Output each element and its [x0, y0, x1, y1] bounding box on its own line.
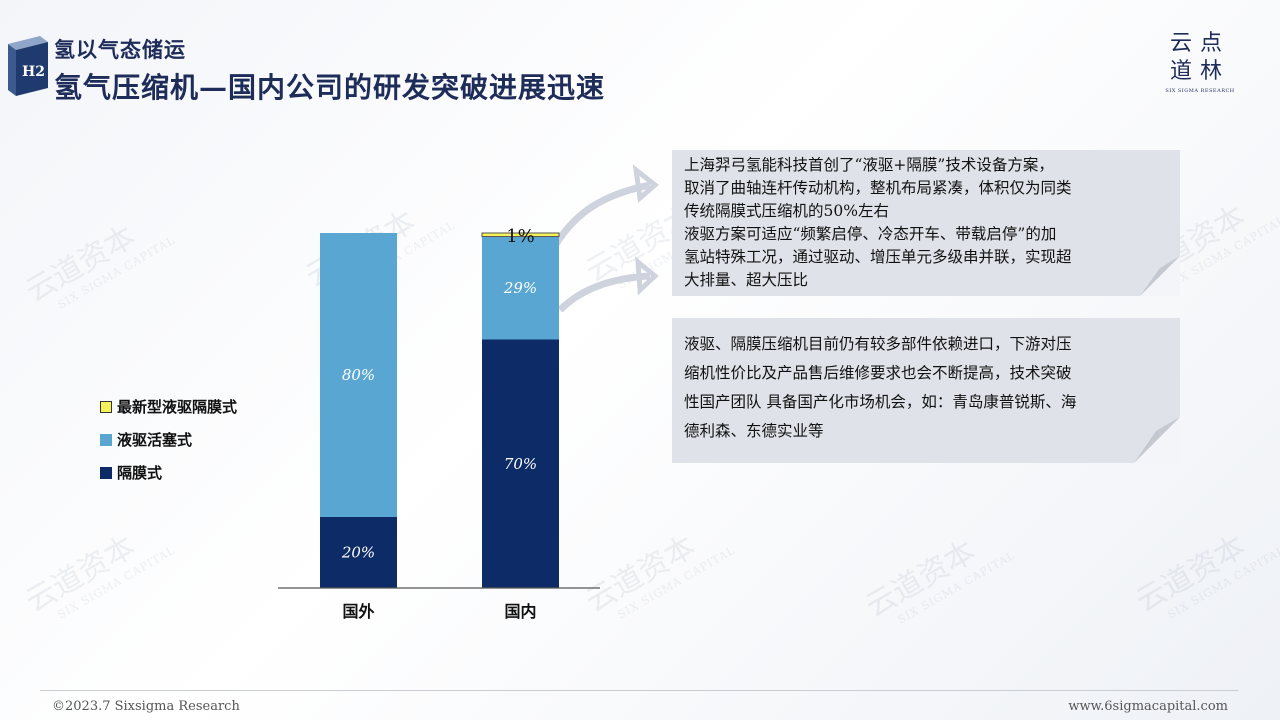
note-line: 液驱、隔膜压缩机目前仍有较多部件依赖进口，下游对压 [684, 335, 1072, 353]
note-line: 大排量、超大压比 [684, 271, 809, 289]
arrow-1 [544, 181, 651, 260]
note-line: 缩机性价比及产品售后维修要求也会不断提高，技术突破 [684, 364, 1072, 382]
legend-item-membrane: 隔膜式 [100, 456, 237, 489]
legend-label: 隔膜式 [117, 464, 163, 482]
bar-segment-membrane-domestic [482, 339, 559, 588]
page-title: 氢气压缩机—国内公司的研发突破进展迅速 [54, 71, 606, 104]
arrow-2 [557, 272, 651, 313]
footer-website: www.6sigmacapital.com [1068, 699, 1228, 714]
legend-label: 液驱活塞式 [117, 431, 193, 449]
note-line: 取消了曲轴连杆传动机构，整机布局紧凑，体积仅为同类 [684, 179, 1072, 197]
legend-item-piston: 液驱活塞式 [100, 423, 237, 456]
category-label: 国内 [504, 602, 536, 621]
logo-line-1: 云点 [1169, 31, 1230, 56]
note-line: 氢站特殊工况，通过驱动、增压单元多级串并联，实现超 [684, 248, 1072, 266]
footer-divider [40, 690, 1238, 691]
page-fold-2 [1134, 417, 1180, 463]
data-label: 70% [504, 455, 537, 473]
note-box-localization: 液驱、隔膜压缩机目前仍有较多部件依赖进口，下游对压 缩机性价比及产品售后维修要求… [672, 318, 1180, 463]
data-label: 20% [341, 544, 375, 562]
arrow-2-head [635, 256, 659, 296]
data-label: 1% [506, 226, 535, 247]
logo-line-2: 道林 [1169, 59, 1230, 84]
bar-segment-newest-domestic [481, 232, 560, 238]
footer-copyright: ©2023.7 Sixsigma Research [52, 699, 240, 714]
page-fold-1 [1140, 256, 1180, 296]
company-logo: 云点 道林 SIX SIGMA RESEARCH [1160, 30, 1240, 94]
note-box-yigong: 上海羿弓氢能科技首创了“液驱+隔膜”技术设备方案， 取消了曲轴连杆传动机构，整机… [672, 150, 1180, 296]
cube-label: H2 [22, 64, 45, 80]
arrow-1-head [632, 164, 659, 203]
bar-segment-membrane-foreign [320, 517, 397, 588]
data-label: 29% [503, 279, 537, 297]
category-label: 国外 [342, 602, 374, 621]
bar-segment-piston-foreign [320, 233, 397, 517]
note-line: 传统隔膜式压缩机的50%左右 [684, 202, 889, 220]
chart-legend: 最新型液驱隔膜式 液驱活塞式 隔膜式 [100, 390, 237, 489]
legend-item-newest: 最新型液驱隔膜式 [100, 390, 237, 423]
legend-label: 最新型液驱隔膜式 [117, 398, 238, 416]
h2-cube-icon: H2 [8, 36, 48, 96]
logo-tagline: SIX SIGMA RESEARCH [1165, 88, 1235, 94]
data-label: 80% [342, 366, 375, 384]
legend-swatch [100, 433, 112, 446]
bar-segment-piston-domestic [482, 236, 559, 340]
legend-swatch [100, 466, 112, 479]
note-line: 德利森、东德实业等 [684, 422, 824, 440]
note-line: 上海羿弓氢能科技首创了“液驱+隔膜”技术设备方案， [684, 156, 1054, 174]
page-subtitle: 氢以气态储运 [54, 37, 186, 62]
legend-swatch [100, 400, 112, 413]
note-line: 性国产团队 具备国产化市场机会，如：青岛康普锐斯、海 [684, 393, 1077, 411]
note-line: 液驱方案可适应“频繁启停、冷态开车、带载启停”的加 [684, 225, 1057, 243]
